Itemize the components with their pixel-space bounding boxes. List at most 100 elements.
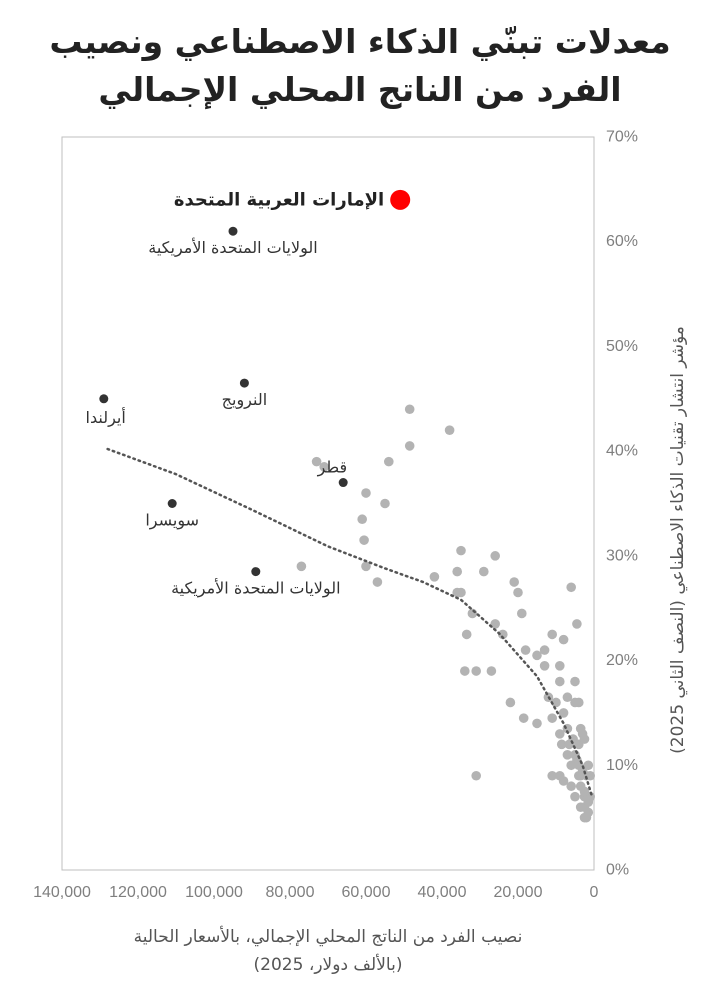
data-point <box>452 566 463 577</box>
data-point <box>380 498 390 509</box>
data-point <box>513 587 523 598</box>
data-point <box>444 425 455 436</box>
data-point <box>384 456 394 467</box>
data-point <box>361 488 371 498</box>
labeled-data-point <box>99 394 109 404</box>
x-tick-label: 60,000 <box>342 884 391 901</box>
data-point <box>404 404 415 415</box>
data-point <box>539 645 550 655</box>
y-tick-label: 0% <box>606 862 629 879</box>
x-axis-label-line-1: نصيب الفرد من الناتج المحلي الإجمالي، با… <box>134 926 523 947</box>
data-point <box>579 786 590 797</box>
y-tick-label: 30% <box>606 547 638 564</box>
data-point <box>570 791 580 802</box>
data-point <box>471 770 482 781</box>
data-point <box>562 750 573 760</box>
highlight-point-uae <box>390 189 411 210</box>
data-point <box>509 577 519 587</box>
x-tick-label: 80,000 <box>266 884 315 901</box>
data-point <box>479 566 489 577</box>
data-point <box>558 708 569 718</box>
point-label: قطر <box>317 458 348 478</box>
chart-title-line-1: معدلات تبنّي الذكاء الاصطناعي ونصيب <box>49 22 671 61</box>
trendline <box>106 447 594 798</box>
data-point <box>490 619 501 629</box>
data-point <box>372 577 383 587</box>
data-point <box>583 797 594 807</box>
y-tick-label: 50% <box>606 338 638 355</box>
data-point <box>361 561 371 572</box>
labeled-data-point <box>167 499 177 508</box>
data-point <box>532 650 542 661</box>
x-axis-label-line-2: (بالألف دولار، 2025) <box>254 954 403 975</box>
point-label: سويسرا <box>145 511 199 531</box>
data-point <box>296 561 307 572</box>
data-point <box>556 739 567 750</box>
y-axis-ticks: 0% 10% 20% 30% 40% 50% 60% 70% <box>606 129 638 879</box>
highlight-label: الإمارات العربية المتحدة <box>174 189 384 210</box>
chart-title-line-2: الفرد من الناتج المحلي الإجمالي <box>98 70 622 109</box>
x-tick-label: 0 <box>590 884 599 901</box>
data-point <box>570 697 580 708</box>
data-point <box>517 608 527 619</box>
data-point <box>357 514 368 525</box>
x-tick-label: 140,000 <box>33 884 91 901</box>
point-label: الولايات المتحدة الأمريكية <box>171 578 340 599</box>
data-point <box>572 619 582 629</box>
labeled-points: الولايات المتحدة الأمريكية النرويج أيرلندا… <box>86 226 348 599</box>
y-tick-label: 40% <box>606 443 638 460</box>
data-point <box>558 634 569 645</box>
y-tick-label: 10% <box>606 757 638 774</box>
data-point <box>585 770 595 781</box>
data-point <box>551 697 561 708</box>
data-point <box>452 587 463 598</box>
y-tick-label: 20% <box>606 652 638 669</box>
data-point <box>505 697 516 708</box>
x-tick-label: 100,000 <box>185 884 243 901</box>
data-point <box>575 802 586 812</box>
data-point <box>518 713 529 723</box>
data-point <box>532 718 542 729</box>
labeled-data-point <box>239 378 249 388</box>
x-tick-label: 40,000 <box>418 884 467 901</box>
x-tick-label: 20,000 <box>494 884 543 901</box>
data-point <box>583 760 594 771</box>
data-point <box>562 692 573 703</box>
data-point <box>456 545 466 556</box>
labeled-data-point <box>338 478 348 488</box>
data-point <box>404 441 415 451</box>
data-point <box>555 729 565 739</box>
data-point <box>579 812 590 823</box>
data-point <box>359 535 369 545</box>
data-point <box>566 760 576 771</box>
data-point <box>547 770 557 781</box>
data-point <box>579 734 590 744</box>
point-label: أيرلندا <box>86 407 126 428</box>
data-point <box>311 456 322 467</box>
y-tick-label: 60% <box>606 233 638 250</box>
data-point <box>555 661 565 671</box>
y-tick-label: 70% <box>606 129 638 146</box>
data-point <box>520 645 531 655</box>
data-point <box>467 608 478 619</box>
data-point <box>319 462 330 472</box>
labeled-data-point <box>251 567 261 577</box>
data-point <box>498 629 508 640</box>
data-point <box>575 770 586 781</box>
data-point <box>490 551 501 561</box>
data-point <box>486 666 497 676</box>
x-axis-ticks: 140,000 120,000 100,000 80,000 60,000 40,000 2… <box>33 884 598 901</box>
data-point <box>429 572 440 582</box>
data-point <box>566 781 576 792</box>
point-label: النرويج <box>222 390 267 410</box>
data-point <box>460 666 470 676</box>
labeled-data-point <box>228 226 238 236</box>
x-tick-label: 120,000 <box>109 884 167 901</box>
data-point <box>566 582 576 593</box>
y-axis-label: مؤشر انتشار تقنيات الذكاء الاصطناعي (الن… <box>668 326 688 754</box>
data-point <box>539 661 550 671</box>
data-point <box>461 629 472 640</box>
data-point <box>570 676 580 687</box>
data-point <box>555 770 565 781</box>
